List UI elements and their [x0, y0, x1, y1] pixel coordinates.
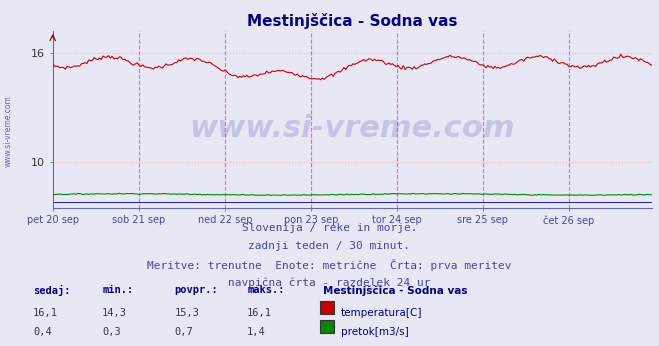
Text: 15,3: 15,3: [175, 308, 200, 318]
Text: 0,3: 0,3: [102, 327, 121, 337]
Text: maks.:: maks.:: [247, 285, 285, 295]
Text: povpr.:: povpr.:: [175, 285, 218, 295]
Text: Mestinjščica - Sodna vas: Mestinjščica - Sodna vas: [323, 285, 467, 296]
Text: www.si-vreme.com: www.si-vreme.com: [4, 95, 13, 167]
Text: Meritve: trenutne  Enote: metrične  Črta: prva meritev: Meritve: trenutne Enote: metrične Črta: …: [147, 259, 512, 271]
Text: 14,3: 14,3: [102, 308, 127, 318]
Text: sedaj:: sedaj:: [33, 285, 71, 297]
Text: Slovenija / reke in morje.: Slovenija / reke in morje.: [242, 223, 417, 233]
Text: 1,4: 1,4: [247, 327, 266, 337]
Text: zadnji teden / 30 minut.: zadnji teden / 30 minut.: [248, 241, 411, 251]
Title: Mestinjščica - Sodna vas: Mestinjščica - Sodna vas: [247, 12, 458, 29]
Text: 16,1: 16,1: [33, 308, 58, 318]
Text: min.:: min.:: [102, 285, 133, 295]
Text: 0,7: 0,7: [175, 327, 193, 337]
Text: 16,1: 16,1: [247, 308, 272, 318]
Text: pretok[m3/s]: pretok[m3/s]: [341, 327, 409, 337]
Text: www.si-vreme.com: www.si-vreme.com: [190, 114, 515, 143]
Text: 0,4: 0,4: [33, 327, 51, 337]
Text: navpična črta - razdelek 24 ur: navpična črta - razdelek 24 ur: [228, 277, 431, 288]
Text: temperatura[C]: temperatura[C]: [341, 308, 422, 318]
